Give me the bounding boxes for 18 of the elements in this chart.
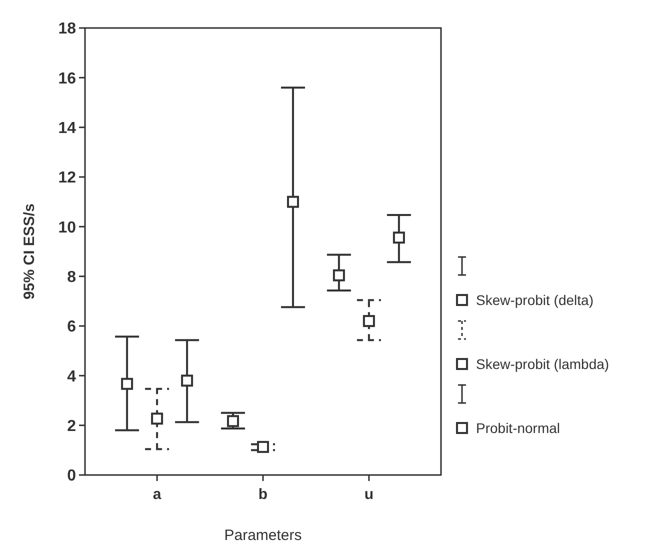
y-tick-label: 6 — [67, 318, 76, 336]
y-tick-label: 8 — [67, 268, 76, 286]
x-tick-label: a — [152, 486, 162, 503]
y-tick-label: 16 — [58, 70, 76, 88]
y-axis-title: 95% CI ESS/s — [21, 204, 38, 300]
y-tick-label: 18 — [58, 20, 76, 38]
legend-label: Probit-normal — [476, 420, 560, 436]
legend-label: Skew-probit (lambda) — [476, 356, 610, 372]
y-tick-label: 14 — [58, 120, 76, 137]
x-axis-title: Parameters — [224, 527, 302, 544]
x-tick-label: u — [364, 486, 374, 503]
y-tick-label: 4 — [67, 368, 76, 386]
x-tick-label: b — [258, 486, 268, 503]
y-tick-label: 12 — [58, 170, 76, 187]
legend-label: Skew-probit (delta) — [476, 292, 594, 308]
y-tick-label: 2 — [67, 418, 76, 435]
y-tick-label: 10 — [58, 219, 76, 236]
y-tick-label: 0 — [67, 468, 76, 485]
